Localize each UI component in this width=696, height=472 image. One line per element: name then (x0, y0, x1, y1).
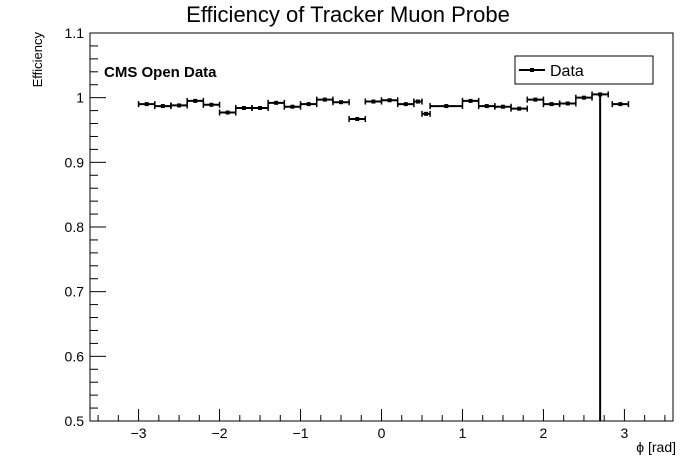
data-point (461, 97, 480, 104)
x-tick-label: 2 (540, 425, 548, 441)
data-point (202, 101, 221, 108)
point-marker (241, 106, 246, 111)
data-point (251, 105, 269, 112)
data-point (283, 103, 302, 110)
data-point (611, 101, 630, 108)
point-marker (290, 104, 295, 109)
y-tick-label: 1.1 (65, 25, 85, 41)
data-point (348, 116, 367, 123)
data-point (364, 98, 383, 105)
point-marker (500, 104, 505, 109)
point-marker (193, 98, 198, 103)
point-marker (618, 102, 623, 107)
data-point (299, 101, 318, 108)
x-tick-label: −3 (131, 425, 147, 441)
x-tick-label: −2 (212, 425, 228, 441)
point-marker (371, 99, 376, 104)
data-point (413, 98, 423, 105)
point-marker (209, 102, 214, 107)
point-marker (144, 102, 149, 107)
point-marker (160, 104, 165, 109)
data-point (542, 101, 561, 108)
point-marker (598, 92, 603, 97)
y-tick-label: 0.5 (65, 413, 85, 429)
data-point (218, 109, 237, 116)
legend: Data (514, 55, 654, 85)
data-point (315, 96, 334, 103)
point-marker (387, 98, 392, 103)
point-marker (581, 95, 586, 100)
point-marker (533, 97, 538, 102)
point-marker (517, 106, 522, 111)
point-marker (403, 102, 408, 107)
data-point (154, 103, 172, 110)
point-marker (484, 104, 489, 109)
point-marker (258, 106, 263, 111)
data-point (558, 100, 577, 107)
plot-frame (89, 32, 674, 422)
x-tick-label: −1 (293, 425, 309, 441)
point-marker (444, 104, 449, 109)
point-marker (322, 97, 327, 102)
y-axis-ticks: 0.5 0.6 0.7 0.8 0.9 1 1.1 (65, 25, 106, 429)
x-tick-label: 1 (459, 425, 467, 441)
cms-open-data-annotation: CMS Open Data (104, 64, 217, 81)
y-tick-label: 0.6 (65, 348, 85, 364)
point-marker (274, 100, 279, 105)
x-axis-ticks: −3 −2 −1 0 1 2 3 (97, 409, 666, 441)
point-marker (565, 101, 570, 106)
y-tick-label: 0.7 (65, 284, 85, 300)
data-point (477, 103, 496, 110)
data-point (170, 102, 188, 109)
data-point (510, 105, 528, 112)
point-marker (306, 102, 311, 107)
data-point (396, 101, 415, 108)
data-point (380, 97, 399, 104)
data-points (137, 91, 630, 421)
point-marker (225, 110, 230, 115)
data-point (591, 91, 609, 421)
x-tick-label: 3 (621, 425, 629, 441)
y-tick-label: 0.9 (65, 154, 85, 170)
point-marker (549, 102, 554, 107)
data-point (421, 110, 431, 117)
data-point (186, 97, 205, 104)
point-marker (355, 117, 360, 122)
legend-entry-data: Data (550, 63, 584, 80)
x-axis-label: ϕ [rad] (636, 439, 676, 455)
x-tick-label: 0 (378, 425, 386, 441)
y-axis-label: Efficiency (30, 32, 45, 88)
data-point (575, 94, 593, 101)
y-tick-label: 1 (76, 90, 84, 106)
data-point (494, 103, 512, 110)
data-point (137, 101, 156, 108)
point-marker (339, 100, 344, 105)
data-point (332, 99, 350, 106)
data-point (526, 96, 545, 103)
point-marker (415, 99, 420, 104)
point-marker (468, 98, 473, 103)
point-marker (424, 111, 429, 116)
chart-title: Efficiency of Tracker Muon Probe (186, 2, 510, 27)
point-marker (177, 103, 182, 108)
data-point (267, 99, 286, 106)
legend-marker (530, 68, 534, 72)
y-tick-label: 0.8 (65, 219, 85, 235)
data-point (235, 105, 253, 112)
data-point (429, 103, 464, 110)
